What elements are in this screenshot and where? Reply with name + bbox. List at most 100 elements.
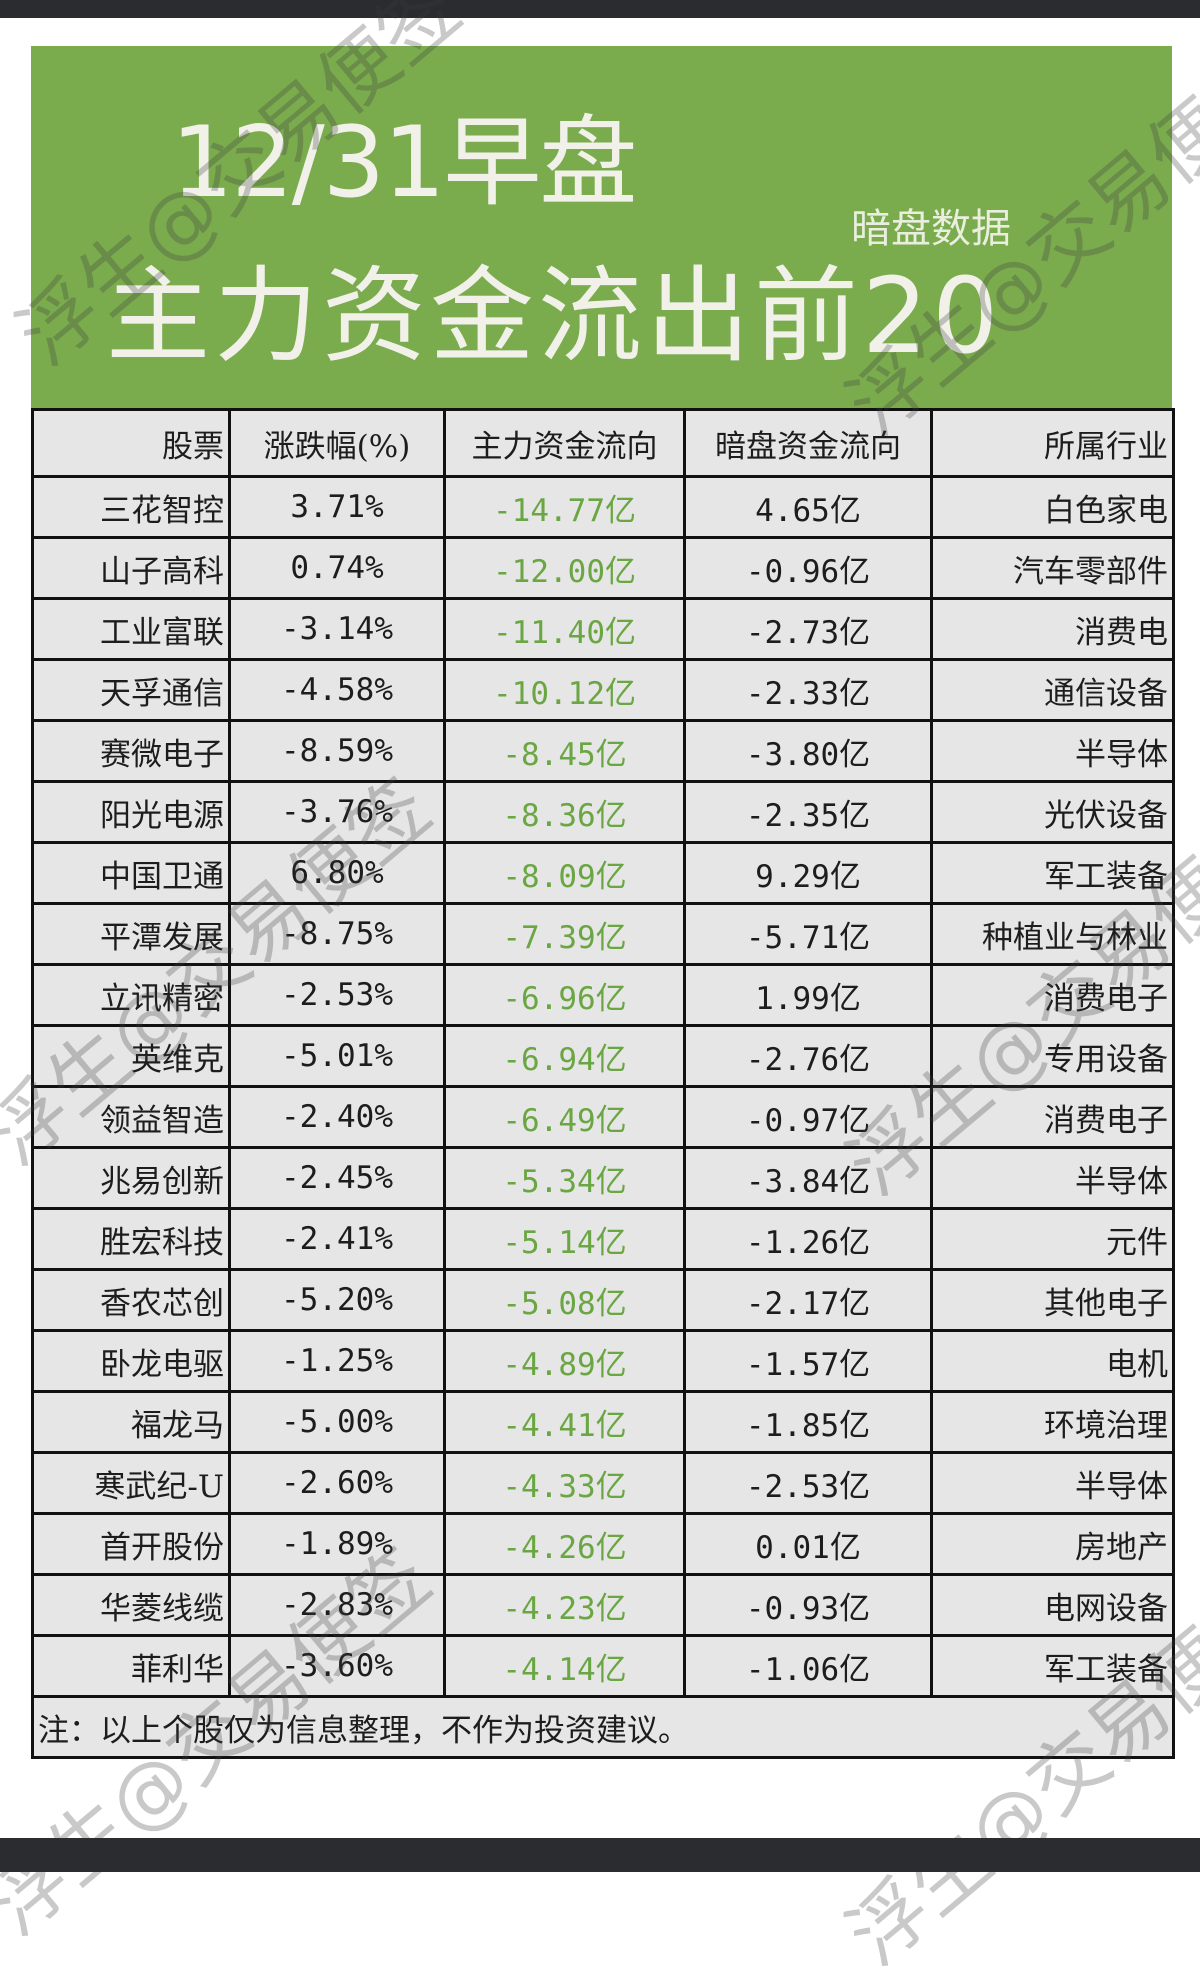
subtitle-tag: 暗盘数据: [851, 206, 1011, 252]
change-pct-cell: -1.89%: [228, 1512, 446, 1576]
table-row: 寒武纪-U -2.60% -4.33亿 -2.53亿 半导体: [31, 1451, 1175, 1515]
main-flow-cell: -14.77亿: [443, 475, 686, 539]
change-pct-cell: 0.74%: [228, 536, 446, 600]
change-pct-cell: -2.83%: [228, 1573, 446, 1637]
dark-flow-cell: 0.01亿: [683, 1512, 933, 1576]
dark-flow-cell: -3.80亿: [683, 719, 933, 783]
main-flow-cell: -4.33亿: [443, 1451, 686, 1515]
stock-name-cell: 英维克: [31, 1024, 231, 1088]
stock-name-cell: 三花智控: [31, 475, 231, 539]
stock-name-cell: 阳光电源: [31, 780, 231, 844]
change-pct-cell: -2.53%: [228, 963, 446, 1027]
dark-flow-cell: 9.29亿: [683, 841, 933, 905]
main-flow-cell: -7.39亿: [443, 902, 686, 966]
dark-flow-cell: -1.06亿: [683, 1634, 933, 1698]
table-row: 立讯精密 -2.53% -6.96亿 1.99亿 消费电子: [31, 963, 1175, 1027]
table-row: 阳光电源 -3.76% -8.36亿 -2.35亿 光伏设备: [31, 780, 1175, 844]
table-row: 工业富联 -3.14% -11.40亿 -2.73亿 消费电: [31, 597, 1175, 661]
column-header-industry: 所属行业: [930, 408, 1175, 478]
dark-flow-cell: -1.57亿: [683, 1329, 933, 1393]
main-flow-cell: -4.41亿: [443, 1390, 686, 1454]
disclaimer-note: 注：以上个股仅为信息整理，不作为投资建议。: [31, 1695, 1175, 1759]
industry-cell: 军工装备: [930, 841, 1175, 905]
table-row: 卧龙电驱 -1.25% -4.89亿 -1.57亿 电机: [31, 1329, 1175, 1393]
main-flow-cell: -6.96亿: [443, 963, 686, 1027]
dark-flow-cell: -2.17亿: [683, 1268, 933, 1332]
change-pct-cell: -3.60%: [228, 1634, 446, 1698]
change-pct-cell: -2.45%: [228, 1146, 446, 1210]
stock-name-cell: 立讯精密: [31, 963, 231, 1027]
stock-name-cell: 香农芯创: [31, 1268, 231, 1332]
dark-flow-cell: -0.93亿: [683, 1573, 933, 1637]
note-row: 注：以上个股仅为信息整理，不作为投资建议。: [31, 1695, 1175, 1759]
industry-cell: 半导体: [930, 1146, 1175, 1210]
bottom-frame-bar: [0, 1838, 1200, 1872]
industry-cell: 种植业与林业: [930, 902, 1175, 966]
industry-cell: 元件: [930, 1207, 1175, 1271]
main-flow-cell: -4.26亿: [443, 1512, 686, 1576]
main-flow-cell: -11.40亿: [443, 597, 686, 661]
dark-flow-cell: -2.73亿: [683, 597, 933, 661]
column-header-main-flow: 主力资金流向: [443, 408, 686, 478]
stock-name-cell: 寒武纪-U: [31, 1451, 231, 1515]
industry-cell: 消费电子: [930, 963, 1175, 1027]
page-title-date: 12/31早盘: [171, 106, 637, 220]
stock-name-cell: 菲利华: [31, 1634, 231, 1698]
industry-cell: 光伏设备: [930, 780, 1175, 844]
stock-name-cell: 福龙马: [31, 1390, 231, 1454]
table-row: 福龙马 -5.00% -4.41亿 -1.85亿 环境治理: [31, 1390, 1175, 1454]
main-flow-cell: -8.36亿: [443, 780, 686, 844]
title-banner: 12/31早盘 暗盘数据 主力资金流出前20: [31, 46, 1172, 408]
industry-cell: 环境治理: [930, 1390, 1175, 1454]
dark-flow-cell: -5.71亿: [683, 902, 933, 966]
industry-cell: 房地产: [930, 1512, 1175, 1576]
main-flow-cell: -5.14亿: [443, 1207, 686, 1271]
change-pct-cell: -8.75%: [228, 902, 446, 966]
column-header-dark-flow: 暗盘资金流向: [683, 408, 933, 478]
main-flow-cell: -10.12亿: [443, 658, 686, 722]
table-row: 平潭发展 -8.75% -7.39亿 -5.71亿 种植业与林业: [31, 902, 1175, 966]
stock-name-cell: 领益智造: [31, 1085, 231, 1149]
industry-cell: 电机: [930, 1329, 1175, 1393]
table-row: 华菱线缆 -2.83% -4.23亿 -0.93亿 电网设备: [31, 1573, 1175, 1637]
change-pct-cell: -5.20%: [228, 1268, 446, 1332]
main-flow-cell: -4.14亿: [443, 1634, 686, 1698]
table-row: 首开股份 -1.89% -4.26亿 0.01亿 房地产: [31, 1512, 1175, 1576]
column-header-stock: 股票: [31, 408, 231, 478]
main-flow-cell: -4.89亿: [443, 1329, 686, 1393]
industry-cell: 白色家电: [930, 475, 1175, 539]
stock-name-cell: 赛微电子: [31, 719, 231, 783]
table-row: 领益智造 -2.40% -6.49亿 -0.97亿 消费电子: [31, 1085, 1175, 1149]
change-pct-cell: 3.71%: [228, 475, 446, 539]
dark-flow-cell: 4.65亿: [683, 475, 933, 539]
change-pct-cell: -5.00%: [228, 1390, 446, 1454]
dark-flow-cell: -2.33亿: [683, 658, 933, 722]
industry-cell: 专用设备: [930, 1024, 1175, 1088]
stock-name-cell: 首开股份: [31, 1512, 231, 1576]
industry-cell: 其他电子: [930, 1268, 1175, 1332]
change-pct-cell: -1.25%: [228, 1329, 446, 1393]
main-flow-cell: -6.49亿: [443, 1085, 686, 1149]
stock-name-cell: 工业富联: [31, 597, 231, 661]
stock-name-cell: 山子高科: [31, 536, 231, 600]
stock-name-cell: 卧龙电驱: [31, 1329, 231, 1393]
capital-outflow-table: 股票 涨跌幅(%) 主力资金流向 暗盘资金流向 所属行业 三花智控 3.71% -1…: [31, 408, 1175, 1759]
change-pct-cell: -2.41%: [228, 1207, 446, 1271]
table-row: 中国卫通 6.80% -8.09亿 9.29亿 军工装备: [31, 841, 1175, 905]
table-row: 兆易创新 -2.45% -5.34亿 -3.84亿 半导体: [31, 1146, 1175, 1210]
main-flow-cell: -12.00亿: [443, 536, 686, 600]
industry-cell: 汽车零部件: [930, 536, 1175, 600]
table-row: 香农芯创 -5.20% -5.08亿 -2.17亿 其他电子: [31, 1268, 1175, 1332]
table-row: 菲利华 -3.60% -4.14亿 -1.06亿 军工装备: [31, 1634, 1175, 1698]
dark-flow-cell: -0.96亿: [683, 536, 933, 600]
table-row: 英维克 -5.01% -6.94亿 -2.76亿 专用设备: [31, 1024, 1175, 1088]
table-row: 胜宏科技 -2.41% -5.14亿 -1.26亿 元件: [31, 1207, 1175, 1271]
dark-flow-cell: -2.35亿: [683, 780, 933, 844]
industry-cell: 半导体: [930, 719, 1175, 783]
change-pct-cell: -3.14%: [228, 597, 446, 661]
main-flow-cell: -6.94亿: [443, 1024, 686, 1088]
page-title-main: 主力资金流出前20: [106, 255, 1003, 377]
table-header-row: 股票 涨跌幅(%) 主力资金流向 暗盘资金流向 所属行业: [31, 408, 1175, 478]
dark-flow-cell: -3.84亿: [683, 1146, 933, 1210]
main-flow-cell: -8.45亿: [443, 719, 686, 783]
